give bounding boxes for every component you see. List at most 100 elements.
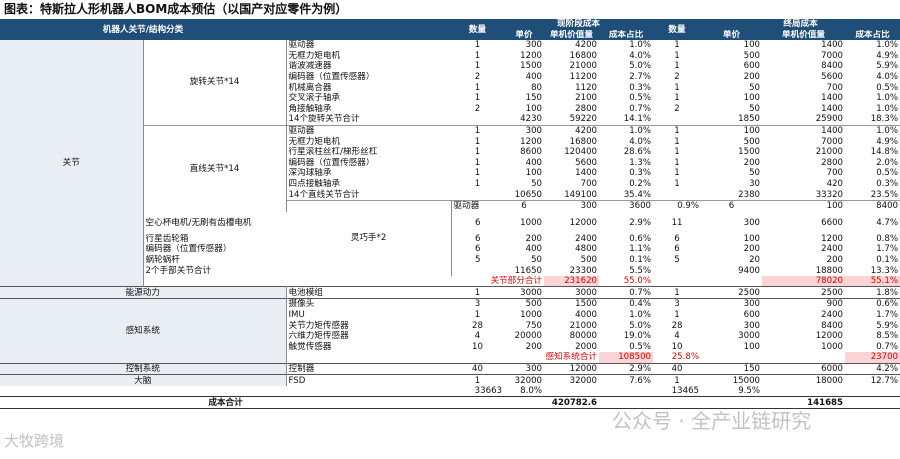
cell-fs: 9.5%: [738, 386, 761, 397]
item-name: 触觉传感器: [288, 341, 332, 352]
cell-cq: 1: [474, 179, 481, 190]
cell-fv: 8400: [821, 320, 844, 331]
cell-cv: 2000: [575, 341, 598, 352]
cell-cv: 33663: [474, 386, 503, 397]
cell-fs: 5.9%: [876, 320, 899, 331]
table-row: 2个手部关节合计 11650 23300 5.5% 9400 18800 13.3%: [0, 265, 900, 276]
table-row: 行星滚柱丝杠/梯形丝杠 1 8600 120400 28.6% 1 1500 21000 14.…: [0, 147, 900, 158]
cell-fs: 1.0%: [845, 124, 900, 137]
cell-cp: 1200: [520, 50, 543, 61]
cell-cs: 1.1%: [629, 244, 652, 255]
cell-fs: 4.9%: [876, 136, 899, 147]
item-name: 深沟球轴承: [288, 168, 332, 179]
table-row: 关节 旋转关节*14 驱动器 1 300 4200 1.0% 1 100 1400 1.0%: [0, 40, 900, 287]
table-row: 大脑 FSD 1 32000 32000 7.6% 1 15000 18000 12.7%: [0, 374, 900, 386]
cell-fs: 5.9%: [876, 61, 899, 72]
cell-fp: 100: [743, 233, 761, 244]
current-value-header: 单机价值量: [544, 29, 600, 40]
cell-fv: 420: [826, 179, 844, 190]
total-current: 420782.6: [551, 397, 598, 408]
subtotal-final-value: 78020: [762, 275, 846, 287]
table-row: 空心杯电机/无刷有齿槽电机 6 1000 12000 2.9% 11 300 6600 4.7%: [0, 212, 900, 234]
cell-cq: 6: [504, 199, 545, 212]
table-row: 行星齿轮箱 6 200 2400 0.6% 6 100 1200 0.8%: [0, 234, 900, 245]
category-header: 机器人关节/结构分类: [0, 19, 287, 40]
item-name: FSD: [288, 375, 306, 386]
cell-fv: 1000: [821, 341, 844, 352]
cell-fs: 18.3%: [870, 114, 899, 125]
subtotal-current-share: 55.0%: [623, 276, 652, 287]
item-name: 无框力矩电机: [288, 50, 341, 61]
cell-cv: 80000: [569, 331, 598, 342]
cell-cp: 32000: [514, 375, 543, 386]
item-name: 摄像头: [288, 299, 315, 310]
cell-fs: 4.2%: [876, 363, 899, 374]
table-row: 感知系统 摄像头 3 500 1500 0.4% 3 300 900 0.6%: [0, 298, 900, 364]
cell-cp: 200: [525, 233, 543, 244]
cell-fp: 9400: [738, 265, 761, 276]
cell-fs: 1.7%: [876, 244, 899, 255]
cell-fv: 21000: [815, 147, 844, 158]
cell-cq: 1: [474, 375, 481, 386]
cell-fv: 2400: [821, 244, 844, 255]
item-name: 关节力矩传感器: [288, 320, 349, 331]
cell-cs: 0.5%: [629, 93, 652, 104]
subtotal-current-value: 108500: [599, 352, 654, 364]
item-name: 六维力矩传感器: [288, 331, 349, 342]
subtotal-label: 关节部分合计: [490, 276, 543, 287]
cell-cp: 400: [525, 244, 543, 255]
group-joint: 关节: [0, 40, 144, 287]
cell-cq: 1: [474, 93, 481, 104]
item-name: 控制器: [288, 363, 315, 374]
table-row: 14个旋转关节合计 4230 59220 14.1% 1850 25900 18.3%: [0, 114, 900, 125]
table-row: 蜗轮蜗杆 5 50 500 0.1% 5 20 200 0.1%: [0, 255, 900, 266]
cell-cv: 700: [580, 179, 598, 190]
cell-fp: 500: [743, 136, 761, 147]
cell-cv: 16800: [569, 136, 598, 147]
cell-fs: 1.0%: [876, 103, 899, 114]
cell-fs: 0.5%: [876, 168, 899, 179]
cell-fp: 600: [743, 309, 761, 320]
cell-fv: 2400: [821, 309, 844, 320]
cell-cq: 1: [474, 136, 481, 147]
cell-cq: 6: [475, 233, 481, 244]
cell-cv: 2800: [575, 103, 598, 114]
cell-cp: 20000: [514, 331, 543, 342]
cell-cv: 2400: [575, 233, 598, 244]
cell-cs: 5.5%: [629, 265, 652, 276]
cell-cp: 100: [525, 103, 543, 114]
cell-fp: 3000: [738, 331, 761, 342]
cell-cs: 8.0%: [520, 386, 543, 397]
cell-fq: [653, 265, 701, 276]
cell-fq: 5: [674, 254, 680, 265]
cell-cq: 1: [474, 287, 481, 298]
item-name: 驱动器: [288, 40, 315, 51]
spacer: [701, 352, 845, 363]
cell-fs: 13.3%: [870, 265, 899, 276]
table-row: 无框力矩电机 1 1200 16800 4.0% 1 500 7000 4.9%: [0, 51, 900, 62]
cell-fp: 1850: [738, 114, 761, 125]
cell-fv: 12000: [815, 331, 844, 342]
table-row: 编码器（位置传感器） 1 400 5600 1.3% 1 200 2800 2.0%: [0, 158, 900, 169]
group-cell: 控制系统: [0, 363, 287, 375]
cell-cp: 4230: [520, 114, 543, 125]
cell-cv: 59220: [569, 114, 598, 125]
cell-cp: 300: [544, 199, 600, 212]
cell-fv: 1200: [821, 233, 844, 244]
item-name: 无框力矩电机: [288, 136, 341, 147]
cell-cs: 4.0%: [629, 50, 652, 61]
cell-cq: 1: [474, 82, 481, 93]
cell-fv: 8400: [821, 61, 844, 72]
cell-fq: 1: [674, 179, 680, 190]
watermark-center: 公众号 · 全产业链研究: [612, 409, 812, 433]
cell-cq: 1: [474, 50, 481, 61]
cell-fp: 100: [743, 93, 761, 104]
cell-cp: 750: [525, 320, 543, 331]
cell-fs: 2.0%: [876, 157, 899, 168]
item-name: 驱动器: [451, 199, 505, 212]
cell-fp: 50: [749, 82, 761, 93]
cell-cp: 3000: [520, 287, 543, 298]
subtotal-current-value: 231620: [544, 275, 600, 287]
cell-fq: 11: [671, 217, 683, 228]
table-row: 角接触轴承 2 100 2800 0.7% 2 50 1400 1.0%: [0, 104, 900, 115]
